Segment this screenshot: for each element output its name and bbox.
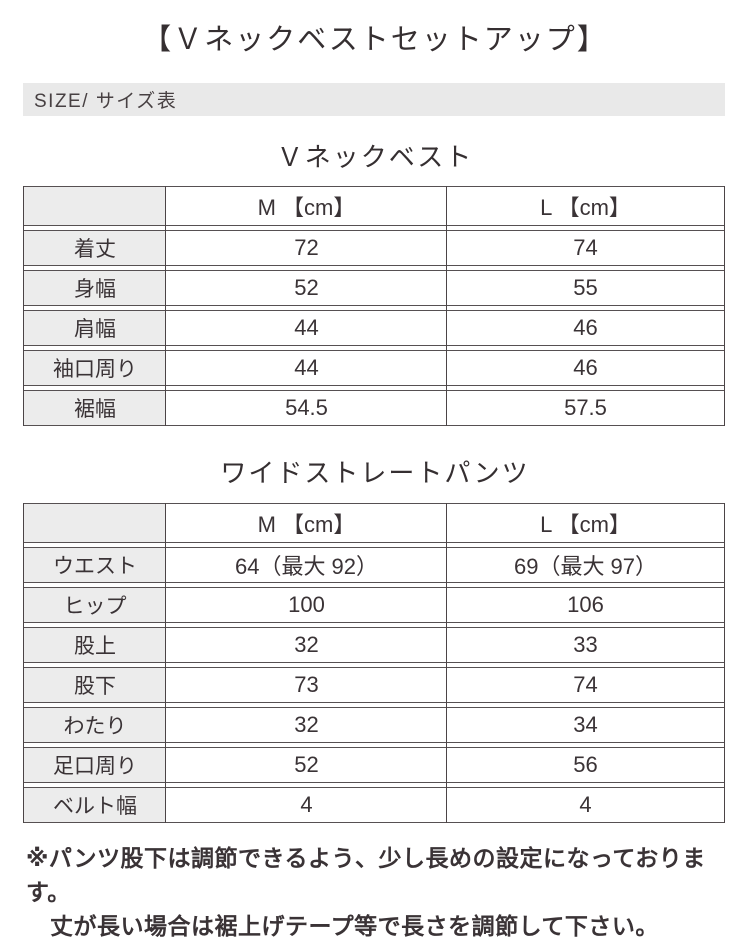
- vest-header-l-cell: L 【cm】: [540, 195, 631, 220]
- row-label: ベルト幅: [24, 788, 166, 822]
- table-row: 身幅 52 55: [24, 270, 724, 306]
- value-l: 34: [573, 712, 598, 737]
- value-m: 54.5: [285, 395, 328, 420]
- size-chart-page: 【Ｖネックベストセットアップ】 SIZE/ サイズ表 Ｖネックベスト M 【cm…: [0, 22, 750, 947]
- value-l: 106: [567, 592, 604, 617]
- row-label: わたり: [24, 708, 166, 742]
- table-row: 着丈 72 74: [24, 230, 724, 266]
- row-label: 股上: [24, 628, 166, 662]
- table-row: ベルト幅 4 4: [24, 787, 724, 823]
- table-row: 肩幅 44 46: [24, 310, 724, 346]
- pants-header-corner-cell: [24, 504, 166, 542]
- value-m: 44: [294, 355, 319, 380]
- value-l: 56: [573, 752, 598, 777]
- pants-heading: ワイドストレートパンツ: [220, 458, 530, 488]
- table-row: 足口周り 52 56: [24, 747, 724, 783]
- row-label: 着丈: [24, 231, 166, 265]
- row-label: 裾幅: [24, 391, 166, 425]
- table-row: 股上 32 33: [24, 627, 724, 663]
- row-label: 肩幅: [24, 311, 166, 345]
- value-m: 44: [294, 315, 319, 340]
- size-section-label: SIZE/ サイズ表: [34, 91, 178, 112]
- value-m: 32: [294, 632, 319, 657]
- footnote: ※パンツ股下は調節できるよう、少し長めの設定になっております。 丈が長い場合は裾…: [26, 841, 750, 943]
- value-l: 69（最大 97）: [513, 554, 658, 579]
- row-label: 身幅: [24, 271, 166, 305]
- column-divider: [165, 503, 166, 823]
- footnote-line-2: 丈が長い場合は裾上げテープ等で長さを調節して下さい。: [50, 913, 659, 939]
- table-row: 股下 73 74: [24, 667, 724, 703]
- row-label: 股下: [24, 668, 166, 702]
- pants-size-table: M 【cm】 L 【cm】 ウエスト 64（最大 92） 69（最大 97） ヒ…: [23, 503, 725, 823]
- table-row: わたり 32 34: [24, 707, 724, 743]
- value-m: 72: [294, 235, 319, 260]
- value-m: 100: [288, 592, 325, 617]
- value-m: 32: [294, 712, 319, 737]
- value-l: 46: [573, 315, 598, 340]
- vest-heading: Ｖネックベスト: [276, 142, 474, 172]
- value-l: 33: [573, 632, 598, 657]
- value-l: 74: [573, 672, 598, 697]
- value-m: 52: [294, 275, 319, 300]
- value-m: 52: [294, 752, 319, 777]
- vest-header-m-cell: M 【cm】: [257, 195, 356, 220]
- pants-table-header-row: M 【cm】 L 【cm】: [24, 503, 724, 543]
- row-label: 袖口周り: [24, 351, 166, 385]
- vest-header-corner-cell: [24, 187, 166, 225]
- vest-table-header-row: M 【cm】 L 【cm】: [24, 186, 724, 226]
- table-row: 裾幅 54.5 57.5: [24, 390, 724, 426]
- row-label: ウエスト: [24, 548, 166, 582]
- column-divider: [446, 186, 447, 426]
- size-section-bar: SIZE/ サイズ表: [23, 83, 725, 116]
- column-divider: [446, 503, 447, 823]
- footnote-line-1: ※パンツ股下は調節できるよう、少し長めの設定になっております。: [26, 845, 706, 905]
- column-divider: [165, 186, 166, 426]
- pants-header-m-cell: M 【cm】: [257, 512, 356, 537]
- table-row: 袖口周り 44 46: [24, 350, 724, 386]
- table-row: ウエスト 64（最大 92） 69（最大 97）: [24, 547, 724, 583]
- pants-header-l-cell: L 【cm】: [540, 512, 631, 537]
- value-m: 73: [294, 672, 319, 697]
- value-l: 55: [573, 275, 598, 300]
- table-row: ヒップ 100 106: [24, 587, 724, 623]
- value-l: 74: [573, 235, 598, 260]
- row-label: 足口周り: [24, 748, 166, 782]
- value-m: 64（最大 92）: [234, 554, 379, 579]
- value-l: 46: [573, 355, 598, 380]
- row-label: ヒップ: [24, 588, 166, 622]
- value-l: 4: [579, 792, 592, 817]
- value-l: 57.5: [564, 395, 607, 420]
- value-m: 4: [300, 792, 313, 817]
- page-title: 【Ｖネックベストセットアップ】: [142, 24, 608, 56]
- vest-size-table: M 【cm】 L 【cm】 着丈 72 74 身幅 52 55 肩幅 44 46…: [23, 186, 725, 426]
